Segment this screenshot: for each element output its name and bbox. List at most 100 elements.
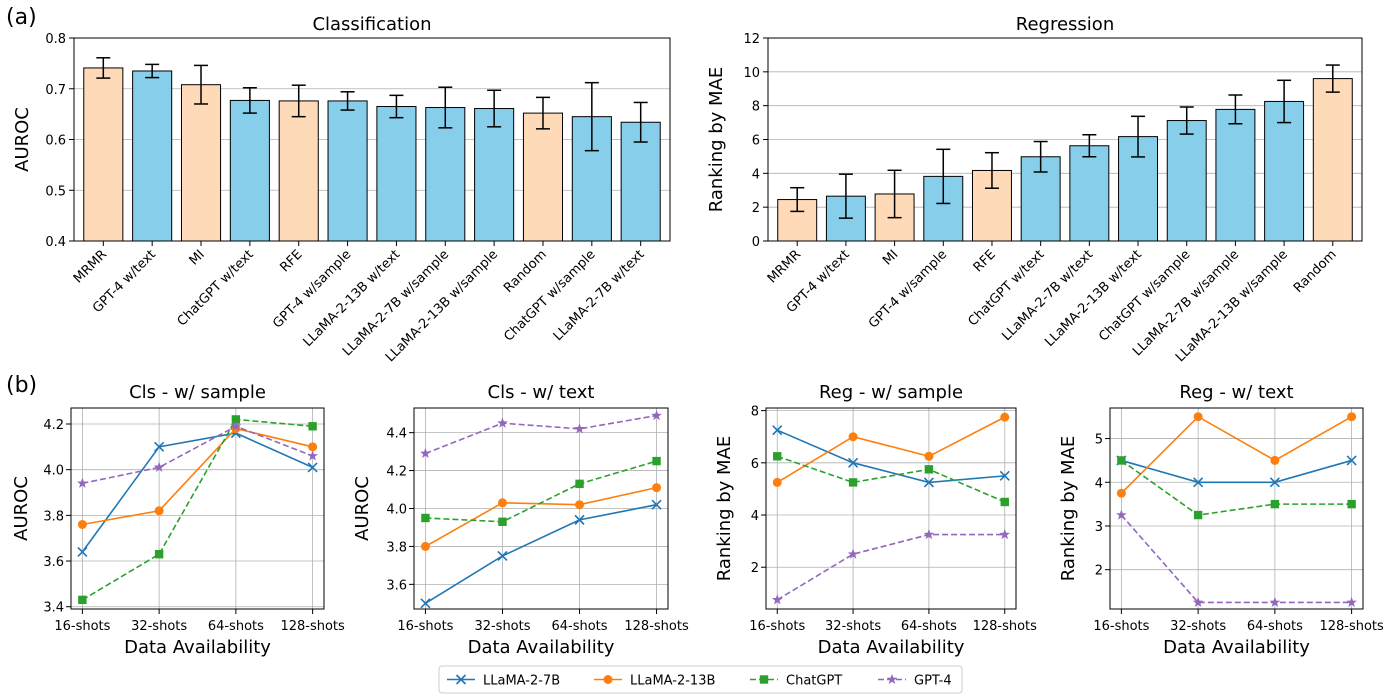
- cls-text-chart: 3.6 3.8 4.0 4.2 4.4 16-shots 32-shots 64-shots 1…: [352, 382, 689, 658]
- y-tick-label: 3.8: [43, 509, 64, 524]
- data-point: [154, 506, 164, 516]
- y-tick-label: 0.5: [45, 184, 66, 199]
- y-axis-label: AUROC: [11, 476, 32, 541]
- x-tick-label: RFE: [971, 247, 999, 275]
- x-tick-label: Random: [501, 247, 550, 296]
- chart-title: Cls - w/ text: [488, 382, 595, 403]
- y-tick-label: 12: [743, 32, 760, 47]
- x-tick-label: 32-shots: [825, 619, 881, 634]
- x-tick-label: 128-shots: [973, 619, 1038, 634]
- legend-label: GPT-4: [914, 674, 952, 689]
- x-tick-label: LLaMA-2-7B w/text: [551, 247, 648, 344]
- data-point: [771, 594, 783, 605]
- data-point: [772, 425, 783, 436]
- x-tick-label: MRMR: [765, 247, 804, 286]
- x-tick-label: GPT-4 w/sample: [866, 247, 950, 331]
- bar: [132, 70, 173, 242]
- plot-frame: [765, 407, 1017, 610]
- x-tick-label: 16-shots: [1093, 619, 1149, 634]
- data-point: [153, 461, 165, 472]
- chart-title: Classification: [312, 14, 431, 35]
- x-tick-label: MRMR: [71, 247, 110, 286]
- data-point: [230, 420, 242, 431]
- y-axis-label: AUROC: [352, 476, 373, 541]
- series-line-chatgpt: [81, 418, 313, 601]
- data-point: [78, 595, 87, 605]
- x-tick-label: 128-shots: [280, 619, 345, 634]
- x-axis-label: Data Availability: [818, 637, 965, 658]
- data-point: [574, 423, 585, 434]
- y-tick-label: 3.6: [386, 578, 407, 593]
- series-line-llama-2-13b: [776, 416, 1006, 484]
- series-line-llama-2-7b: [425, 503, 657, 604]
- data-point: [651, 499, 662, 510]
- data-point: [1346, 455, 1357, 466]
- legend-box: [438, 665, 963, 694]
- data-point: [1192, 596, 1204, 607]
- data-point: [574, 514, 585, 525]
- data-point: [1193, 412, 1203, 422]
- bar: [1264, 100, 1305, 242]
- data-point: [308, 442, 318, 452]
- x-tick-label: MI: [880, 247, 901, 268]
- y-tick-label: 3.8: [386, 540, 407, 555]
- y-tick-label: 2: [751, 561, 759, 576]
- data-point: [1193, 477, 1204, 488]
- series-line-llama-2-13b: [1120, 415, 1353, 494]
- data-point: [772, 477, 782, 487]
- series-line-gpt-4: [1120, 514, 1352, 604]
- y-tick-label: 4: [1095, 476, 1103, 491]
- data-point: [575, 479, 584, 489]
- data-point: [308, 422, 317, 431]
- chart-title: Regression: [1016, 14, 1114, 35]
- data-point: [497, 498, 507, 508]
- data-point: [847, 548, 859, 559]
- bar: [376, 106, 417, 242]
- y-tick-label: 2: [752, 201, 760, 216]
- bar: [1166, 120, 1207, 242]
- x-tick-label: 64-shots: [551, 619, 607, 634]
- series-line-llama-2-7b: [81, 432, 313, 553]
- legend-marker: [886, 673, 898, 685]
- x-tick-label: Random: [1291, 247, 1340, 296]
- cls-sample-chart: 3.4 3.6 3.8 4.0 4.2 16-shots 32-shots 64-shots 1…: [11, 382, 345, 658]
- data-point: [497, 417, 508, 428]
- series-line-llama-2-7b: [776, 429, 1005, 484]
- y-tick-label: 0: [752, 235, 760, 250]
- y-tick-label: 4.2: [43, 418, 64, 433]
- y-tick-label: 0.8: [45, 32, 66, 47]
- chart-title: Reg - w/ sample: [819, 382, 963, 403]
- series-line-gpt-4: [425, 414, 657, 455]
- x-tick-label: MI: [187, 247, 208, 268]
- series-line-gpt-4: [82, 425, 313, 485]
- data-point: [848, 432, 858, 442]
- x-tick-label: 16-shots: [54, 619, 110, 634]
- x-tick-label: 64-shots: [901, 619, 957, 634]
- reg-text-chart: 2 3 4 5 16-shots 32-shots 64-shots 128-shots Reg…: [1058, 382, 1384, 658]
- data-point: [999, 529, 1011, 540]
- legend-label: LLaMA-2-7B: [483, 674, 560, 689]
- data-point: [77, 546, 88, 557]
- bar: [229, 99, 270, 242]
- y-tick-label: 3.4: [43, 601, 64, 616]
- y-tick-label: 6: [751, 457, 759, 472]
- panel-a-label: (a): [6, 5, 37, 30]
- x-axis-label: Data Availability: [468, 637, 615, 658]
- data-point: [1346, 596, 1357, 607]
- data-point: [651, 409, 662, 421]
- bar: [327, 100, 368, 242]
- y-tick-label: 8: [751, 405, 759, 420]
- panel-b-label: (b): [6, 373, 37, 398]
- x-tick-label: LLaMA-2-7B w/text: [999, 247, 1096, 344]
- data-point: [923, 477, 934, 488]
- bar: [571, 116, 612, 242]
- series-line-chatgpt: [1120, 459, 1352, 516]
- legend-marker: [759, 675, 769, 684]
- bar: [278, 100, 319, 242]
- x-tick-label: 64-shots: [1247, 619, 1303, 634]
- data-point: [420, 541, 430, 551]
- data-point: [773, 452, 782, 461]
- plot-frame: [73, 37, 671, 242]
